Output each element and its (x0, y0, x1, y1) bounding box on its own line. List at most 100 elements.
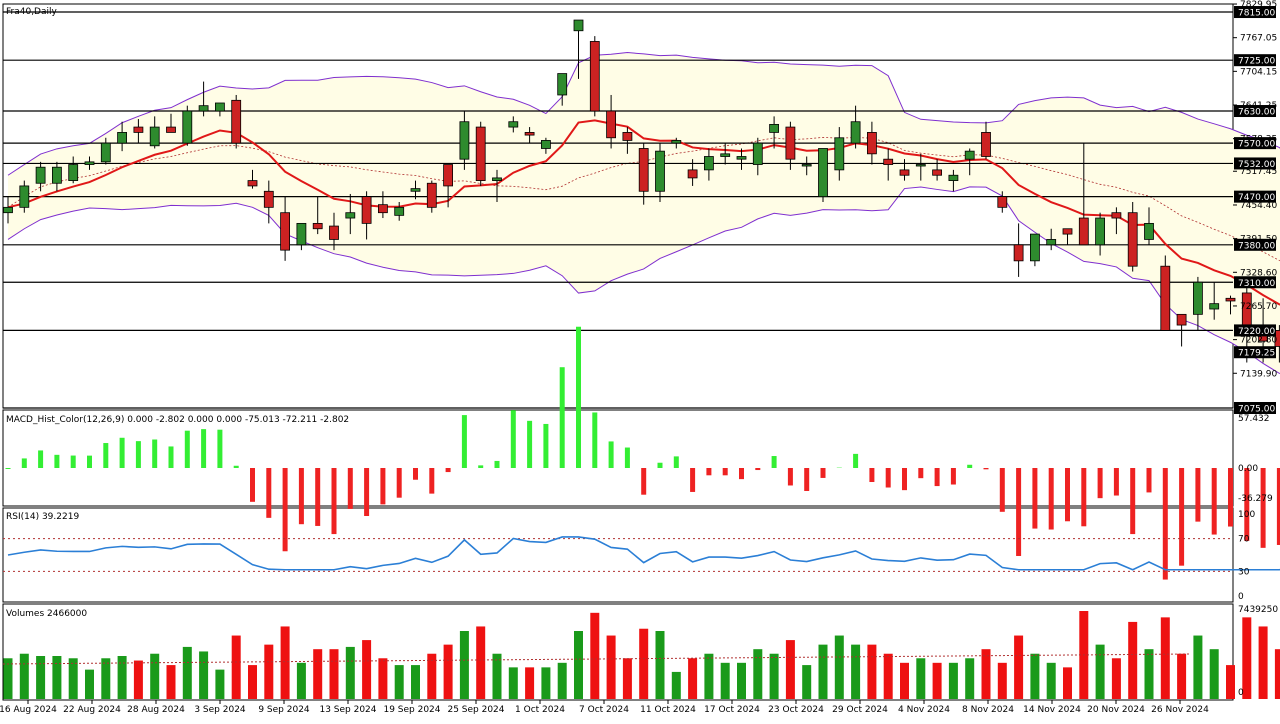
macd-bar (478, 465, 483, 468)
macd-bar (1049, 468, 1054, 530)
macd-bar (1212, 468, 1217, 535)
macd-bar (1244, 468, 1249, 541)
volume-bar (101, 658, 110, 699)
candle-body (427, 183, 436, 207)
candle-body (85, 162, 94, 165)
candle-body (525, 132, 534, 135)
candle-body (916, 165, 925, 167)
volume-bar (851, 645, 860, 699)
macd-bar (299, 468, 304, 524)
candle-body (541, 140, 550, 148)
macd-bar (201, 429, 206, 468)
candle (476, 122, 485, 186)
candle-body (704, 157, 713, 170)
candle (183, 106, 192, 146)
volume-bar (1128, 622, 1137, 699)
volume-bar (639, 629, 648, 699)
macd-bar (234, 466, 239, 468)
macd-label: MACD_Hist_Color(12,26,9) 0.000 -2.802 0.… (6, 415, 349, 425)
candle-body (1096, 218, 1105, 245)
macd-bar (136, 441, 141, 468)
macd-bar (690, 468, 695, 492)
candle-body (590, 41, 599, 111)
macd-bar (120, 438, 125, 468)
candle-body (672, 140, 681, 143)
macd-bar (739, 468, 744, 479)
macd-bar (755, 468, 760, 470)
macd-bar (185, 431, 190, 468)
volume-label: Volumes 2466000 (6, 609, 87, 619)
volume-bar (900, 663, 909, 699)
macd-bar (511, 410, 516, 468)
candle-body (558, 74, 567, 95)
macd-bar (332, 468, 337, 534)
volume-bar (672, 672, 681, 699)
macd-bar (1032, 468, 1037, 529)
volume-bar (1177, 654, 1186, 699)
candle-body (998, 197, 1007, 208)
volume-scale-label: 0 (1238, 688, 1244, 698)
volume-bar (20, 654, 29, 699)
volume-bar (378, 658, 387, 699)
volume-bar (444, 645, 453, 699)
candle-body (118, 132, 127, 143)
volume-bar (1242, 617, 1251, 699)
volume-bar (493, 654, 502, 699)
price-level-label: 7179.25 (1238, 349, 1275, 359)
candle-body (4, 207, 13, 212)
macd-bar (169, 446, 174, 468)
price-level-label: 7380.00 (1238, 241, 1275, 251)
macd-scale-label: 0.00 (1238, 464, 1258, 474)
volume-bar (867, 645, 876, 699)
candle-body (737, 157, 746, 160)
candle-body (949, 175, 958, 180)
candle-body (1145, 223, 1154, 239)
volume-bar (509, 667, 518, 699)
price-level-label: 7815.00 (1238, 9, 1275, 19)
candle-body (933, 170, 942, 175)
volume-bar (590, 613, 599, 699)
volume-bar (753, 649, 762, 699)
time-tick-label: 17 Oct 2024 (704, 705, 760, 715)
time-tick-label: 13 Sep 2024 (319, 705, 376, 715)
macd-bar (821, 468, 826, 478)
volume-bar (525, 667, 534, 699)
macd-bar (364, 468, 369, 516)
macd-bar (886, 468, 891, 488)
candle-body (167, 127, 176, 132)
candle-body (444, 165, 453, 186)
candle (232, 95, 241, 149)
volume-bar (933, 663, 942, 699)
time-tick-label: 25 Sep 2024 (447, 705, 504, 715)
candle-body (36, 167, 45, 183)
volume-bar (656, 631, 665, 699)
macd-bar (902, 468, 907, 490)
candle-body (965, 151, 974, 159)
volume-bar (297, 663, 306, 699)
macd-bar (495, 461, 500, 468)
macd-bar (1016, 468, 1021, 556)
macd-bar (658, 463, 663, 468)
candle-body (656, 151, 665, 191)
candle-body (134, 127, 143, 132)
macd-bar (38, 450, 43, 468)
macd-bar (984, 468, 989, 469)
candle-body (101, 143, 110, 162)
volume-bar (281, 626, 290, 699)
macd-bar (380, 468, 385, 504)
candle-body (1063, 229, 1072, 234)
candle-body (69, 165, 78, 181)
volume-bar (541, 667, 550, 699)
volume-bar (150, 654, 159, 699)
time-tick-label: 14 Nov 2024 (1023, 705, 1081, 715)
candle-body (802, 165, 811, 167)
macd-bar (641, 468, 646, 495)
candle-body (362, 197, 371, 224)
macd-bar (1130, 468, 1135, 534)
macd-bar (951, 468, 956, 485)
volume-bar (1145, 649, 1154, 699)
candle (819, 148, 828, 202)
macd-bar (935, 468, 940, 486)
macd-bar (560, 367, 565, 468)
candle-body (20, 186, 29, 207)
